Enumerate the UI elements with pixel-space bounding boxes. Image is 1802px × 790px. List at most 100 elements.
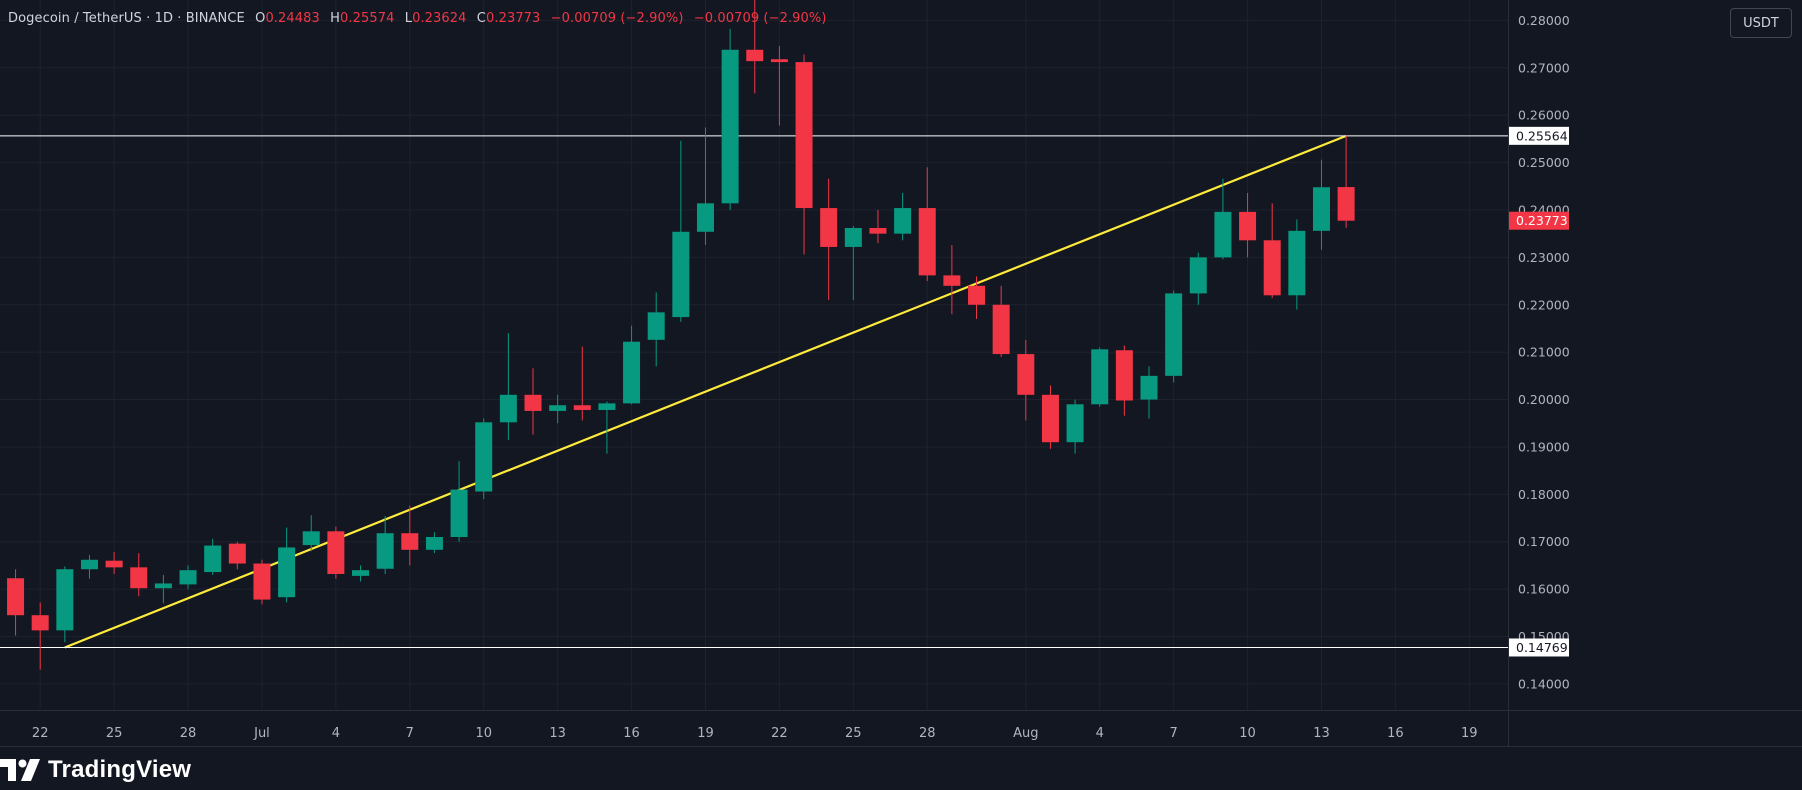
candle-down (1239, 192, 1257, 258)
candle-down (918, 167, 936, 282)
candle-body (992, 304, 1010, 355)
symbol-legend: Dogecoin / TetherUS · 1D · BINANCE O0.24… (8, 11, 827, 26)
candle-down (1017, 339, 1035, 421)
candle-down (524, 368, 542, 435)
horizontal-line-label: 0.14769 (1516, 640, 1568, 655)
candlestick-chart[interactable]: 22 25 28 Jul 4 7 10 13 16 19 22 25 28 Aug 4 7 10 13 16 19 0… (0, 0, 1802, 746)
y-tick-label: 0.25000 (1518, 155, 1570, 170)
candle-up (302, 515, 320, 552)
high-value: 0.25574 (340, 11, 395, 26)
symbol-name[interactable]: Dogecoin / TetherUS · 1D · BINANCE (8, 11, 245, 26)
tradingview-logo-icon (0, 759, 40, 781)
y-tick-label: 0.18000 (1518, 487, 1570, 502)
candle-body (647, 312, 665, 340)
candle-body (696, 203, 714, 232)
x-tick-label: 7 (1169, 726, 1177, 741)
candle-down (327, 526, 345, 579)
candle-body (844, 227, 862, 247)
candle-up (1140, 366, 1158, 419)
horizontal-line-label-bg (1509, 638, 1569, 657)
x-tick-label: 10 (1239, 726, 1256, 741)
candle-up (1066, 399, 1084, 454)
candle-down (7, 569, 25, 636)
candle-body (475, 422, 493, 492)
candle-body (968, 285, 986, 305)
candle-body (573, 405, 591, 410)
x-tick-label: 13 (1313, 726, 1330, 741)
x-tick-label: 28 (180, 726, 197, 741)
candle-down (795, 54, 813, 255)
candle-body (943, 275, 961, 286)
y-tick-label: 0.17000 (1518, 534, 1570, 549)
high-label: H (330, 11, 341, 26)
candle-body (598, 403, 616, 410)
candle-body (1140, 375, 1158, 400)
candle-body (918, 208, 936, 276)
candle-body (894, 208, 912, 234)
brand-name: TradingView (48, 756, 192, 783)
candle-body (425, 537, 443, 550)
y-tick-label: 0.21000 (1518, 345, 1570, 360)
candle-down (1337, 135, 1355, 228)
candle-body (820, 208, 838, 247)
candle-down (31, 602, 49, 670)
candle-down (253, 559, 271, 605)
horizontal-line-label-bg (1509, 126, 1569, 145)
candle-body (278, 547, 296, 598)
candle-up (1165, 290, 1183, 383)
y-tick-label: 0.28000 (1518, 13, 1570, 28)
candle-body (130, 567, 148, 589)
candle-body (1288, 230, 1306, 296)
x-tick-label: 19 (697, 726, 714, 741)
candle-down (746, 0, 764, 94)
candle-body (1214, 211, 1232, 258)
candle-up (721, 28, 739, 210)
horizontal-line-label: 0.25564 (1516, 128, 1568, 143)
x-tick-label: Aug (1013, 726, 1038, 741)
y-axis: 0.280000.270000.260000.250000.240000.230… (1508, 0, 1570, 746)
candle-body (721, 49, 739, 204)
candle-body (56, 569, 74, 631)
candle-up (1214, 178, 1232, 260)
candle-body (1041, 394, 1059, 443)
candle-down (820, 178, 838, 301)
candle-up (425, 532, 443, 554)
candle-down (105, 552, 123, 574)
candle-body (1189, 257, 1207, 294)
low-label: L (404, 11, 413, 26)
currency-button[interactable]: USDT (1730, 8, 1792, 38)
x-tick-label: Jul (253, 726, 270, 741)
candle-down (1263, 203, 1281, 299)
candle-up (598, 401, 616, 454)
candle-body (795, 62, 813, 209)
candle-down (943, 245, 961, 315)
candle-body (401, 533, 419, 550)
candle-body (1165, 293, 1183, 376)
x-tick-label: 25 (845, 726, 862, 741)
x-tick-label: 13 (549, 726, 566, 741)
candle-body (253, 563, 271, 600)
candle-body (1017, 354, 1035, 395)
candle-body (302, 531, 320, 546)
candle-down (992, 285, 1010, 357)
close-label: C (476, 11, 486, 26)
tradingview-logo[interactable]: TradingView (0, 755, 191, 785)
candle-up (1189, 252, 1207, 305)
change-value-2: −0.00709 (−2.90%) (693, 11, 827, 26)
candle-body (376, 533, 394, 569)
candle-up (56, 566, 74, 643)
last-price-label-bg (1509, 211, 1569, 230)
x-tick-label: 16 (1387, 726, 1404, 741)
candle-body (1066, 404, 1084, 443)
candle-body (154, 583, 172, 589)
last-price-label: 0.23773 (1516, 213, 1568, 228)
candle-down (130, 553, 148, 597)
x-tick-label: 16 (623, 726, 640, 741)
candle-up (450, 461, 468, 542)
candle-body (1115, 350, 1133, 401)
candle-up (1312, 159, 1330, 250)
x-tick-label: 22 (32, 726, 49, 741)
candle-down (401, 505, 419, 566)
candle-body (869, 227, 887, 234)
candle-up (1288, 219, 1306, 310)
